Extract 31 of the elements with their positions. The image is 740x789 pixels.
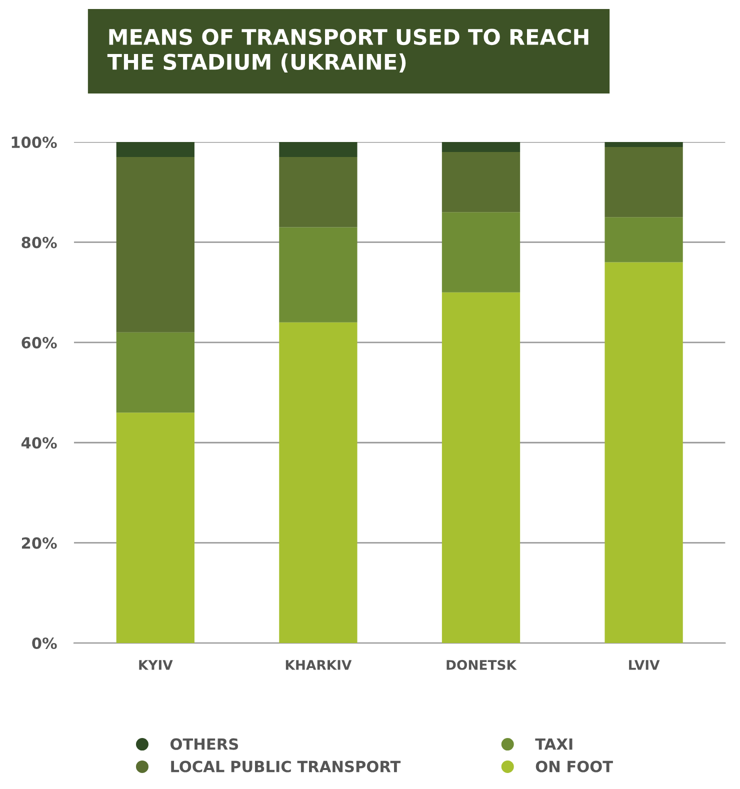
y-tick-label: 60% xyxy=(22,336,57,348)
y-tick-label: 0% xyxy=(32,638,57,650)
y-tick-label: 80% xyxy=(22,236,57,248)
legend-label: TAXI xyxy=(535,738,572,750)
y-tick-label: 40% xyxy=(21,437,57,449)
y-tick-label: 100% xyxy=(12,136,57,148)
bar xyxy=(116,332,194,413)
bar xyxy=(604,217,683,262)
bar xyxy=(442,212,520,292)
legend-label: ON FOOT xyxy=(536,760,613,772)
bar xyxy=(116,412,194,644)
bar xyxy=(279,322,358,644)
x-tick-label: LVIV xyxy=(629,660,660,670)
bar xyxy=(279,157,358,228)
bar xyxy=(279,227,358,322)
bar xyxy=(279,142,358,158)
legend-label: OTHERS xyxy=(170,738,238,750)
bar xyxy=(116,142,194,158)
x-tick-label: DONETSK xyxy=(446,660,517,670)
bar xyxy=(604,142,683,148)
bar xyxy=(442,142,520,152)
y-tick-label: 20% xyxy=(22,537,57,549)
bar xyxy=(442,152,520,212)
bar xyxy=(442,292,520,644)
x-tick-label: KYIV xyxy=(139,660,173,670)
chart-title: MEANS OF TRANSPORT USED TO REACH THE STADIUM (UKRAINE) xyxy=(107,28,588,73)
x-tick-label: KHARKIV xyxy=(286,660,352,670)
bar xyxy=(116,157,194,332)
bar xyxy=(604,147,683,218)
bar xyxy=(604,262,683,644)
legend-label: LOCAL PUBLIC TRANSPORT xyxy=(171,760,401,772)
